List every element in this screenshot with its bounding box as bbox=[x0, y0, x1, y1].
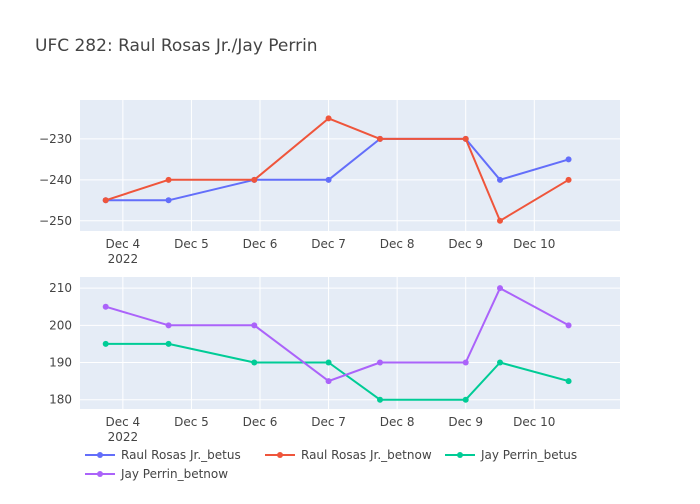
data-point bbox=[497, 285, 503, 292]
chart-title: UFC 282: Raul Rosas Jr./Jay Perrin bbox=[35, 36, 318, 56]
data-point bbox=[462, 396, 469, 403]
x-tick-label: Dec 7 bbox=[311, 237, 346, 251]
y-tick-label: 200 bbox=[49, 318, 72, 332]
data-point bbox=[325, 115, 332, 122]
x-tick-label: Dec 6 bbox=[243, 415, 278, 429]
data-point bbox=[165, 322, 172, 329]
data-point bbox=[565, 176, 572, 183]
data-point bbox=[462, 359, 469, 366]
data-point bbox=[165, 340, 172, 347]
data-point bbox=[565, 322, 572, 329]
y-tick-label: −230 bbox=[39, 132, 72, 146]
data-point bbox=[165, 197, 172, 204]
data-point bbox=[102, 197, 109, 204]
data-point bbox=[565, 378, 572, 385]
x-tick-label: Dec 4 bbox=[106, 415, 141, 429]
x-tick-label: Dec 5 bbox=[174, 237, 209, 251]
x-tick-label: Dec 10 bbox=[513, 237, 555, 251]
legend-swatch-marker bbox=[277, 452, 283, 458]
x-tick-label: Dec 7 bbox=[311, 415, 346, 429]
series-line bbox=[105, 137, 569, 202]
data-point bbox=[462, 135, 469, 142]
y-tick-label: 210 bbox=[49, 281, 72, 295]
y-tick-label: 180 bbox=[49, 393, 72, 407]
series-line bbox=[105, 342, 569, 401]
x-tick-label: Dec 9 bbox=[448, 237, 483, 251]
legend-swatch-marker bbox=[97, 452, 103, 458]
series-line bbox=[105, 117, 570, 222]
y-tick-label: −240 bbox=[39, 173, 72, 187]
legend-swatch-marker bbox=[97, 471, 103, 477]
series-line bbox=[105, 287, 570, 383]
legend-swatch-marker bbox=[457, 452, 463, 458]
x-tick-label: Dec 8 bbox=[380, 415, 415, 429]
data-point bbox=[325, 359, 332, 366]
data-point bbox=[377, 396, 383, 403]
data-point bbox=[565, 156, 572, 163]
legend-label: Raul Rosas Jr._betnow bbox=[301, 448, 432, 462]
data-point bbox=[325, 176, 332, 183]
data-point bbox=[251, 359, 258, 366]
x-tick-sublabel: 2022 bbox=[108, 252, 139, 266]
data-point bbox=[102, 340, 109, 347]
y-tick-label: −250 bbox=[39, 214, 72, 228]
plot-area-1 bbox=[80, 100, 620, 231]
x-tick-label: Dec 8 bbox=[380, 237, 415, 251]
legend-label: Raul Rosas Jr._betus bbox=[121, 448, 241, 462]
data-point bbox=[251, 322, 258, 329]
legend-label: Jay Perrin_betus bbox=[480, 448, 577, 462]
x-tick-label: Dec 4 bbox=[106, 237, 141, 251]
data-point bbox=[251, 176, 258, 183]
data-point bbox=[165, 176, 172, 183]
data-point bbox=[497, 359, 503, 366]
x-tick-label: Dec 9 bbox=[448, 415, 483, 429]
data-point bbox=[102, 303, 109, 310]
data-point bbox=[497, 176, 503, 183]
data-point bbox=[325, 378, 332, 385]
x-tick-sublabel: 2022 bbox=[108, 430, 139, 444]
x-tick-label: Dec 5 bbox=[174, 415, 209, 429]
data-point bbox=[377, 359, 383, 366]
x-tick-label: Dec 10 bbox=[513, 415, 555, 429]
x-tick-label: Dec 6 bbox=[243, 237, 278, 251]
data-point bbox=[377, 135, 383, 142]
y-tick-label: 190 bbox=[49, 356, 72, 370]
legend-label: Jay Perrin_betnow bbox=[120, 467, 228, 481]
data-point bbox=[497, 217, 503, 224]
